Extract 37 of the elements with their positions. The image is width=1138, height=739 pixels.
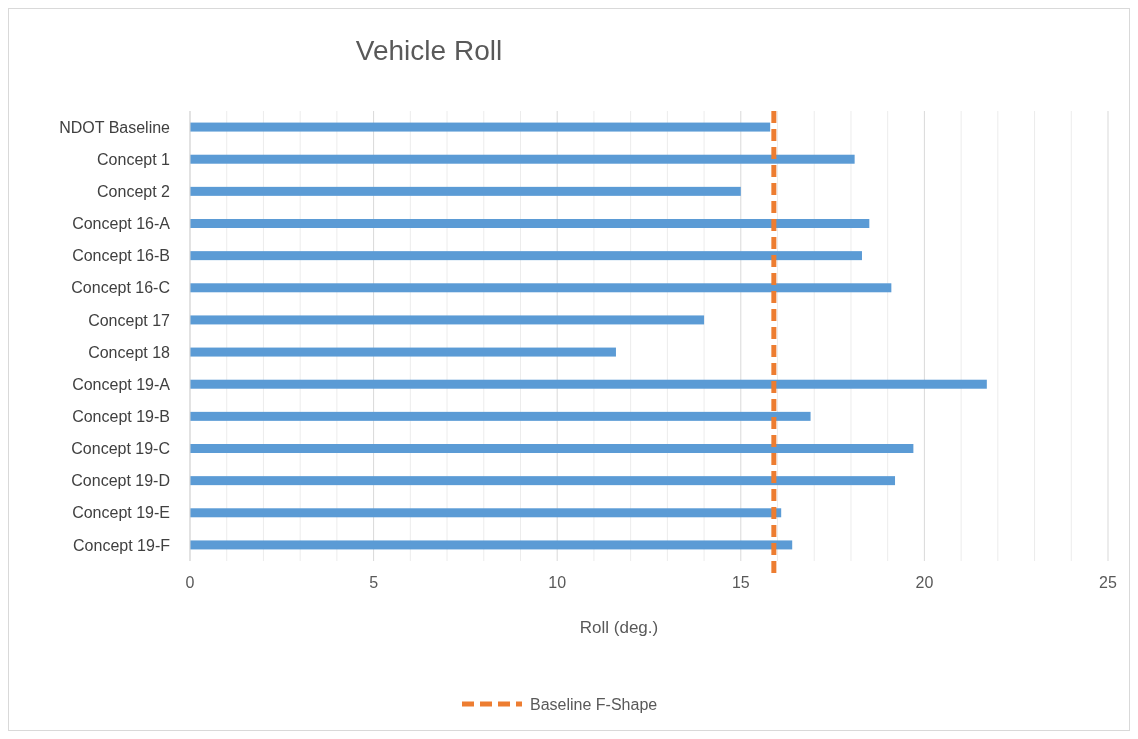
- x-tick-label: 5: [369, 574, 379, 591]
- y-tick-label: Concept 19-E: [72, 504, 170, 522]
- bar: [190, 347, 616, 357]
- y-tick-label: Concept 18: [88, 343, 171, 361]
- x-tick-label: 20: [915, 574, 934, 591]
- bar: [190, 508, 782, 518]
- y-tick-label: Concept 16-B: [72, 247, 170, 265]
- x-tick-label: 25: [1099, 574, 1117, 591]
- x-tick-label: 15: [731, 574, 750, 591]
- legend-label: Baseline F-Shape: [530, 695, 658, 713]
- y-tick-label: Concept 19-F: [73, 536, 171, 554]
- x-tick-label: 10: [548, 574, 567, 591]
- y-tick-label: Concept 16-C: [71, 279, 170, 297]
- y-tick-label: Concept 16-A: [72, 215, 171, 233]
- y-tick-label: Concept 19-C: [71, 440, 170, 458]
- y-tick-label: Concept 1: [97, 150, 171, 168]
- bar: [190, 154, 855, 164]
- bar: [190, 251, 862, 261]
- bar: [190, 219, 870, 228]
- bar: [190, 540, 793, 550]
- y-tick-label: Concept 2: [97, 182, 171, 200]
- bar: [190, 315, 705, 325]
- y-tick-label: Concept 19-B: [72, 407, 170, 425]
- bar: [190, 379, 987, 389]
- y-tick-label: Concept 19-D: [71, 472, 170, 490]
- bar: [190, 186, 741, 196]
- y-tick-label: NDOT Baseline: [59, 118, 171, 136]
- bar: [190, 411, 811, 421]
- x-axis-title: Roll (deg.): [579, 618, 659, 637]
- bar: [190, 476, 896, 486]
- bar: [190, 122, 771, 132]
- y-tick-label: Concept 19-A: [72, 375, 171, 393]
- chart-title: Vehicle Roll: [355, 35, 503, 66]
- y-tick-label: Concept 17: [88, 311, 171, 329]
- x-tick-label: 0: [185, 574, 195, 591]
- bar: [190, 444, 914, 453]
- bar: [190, 283, 892, 293]
